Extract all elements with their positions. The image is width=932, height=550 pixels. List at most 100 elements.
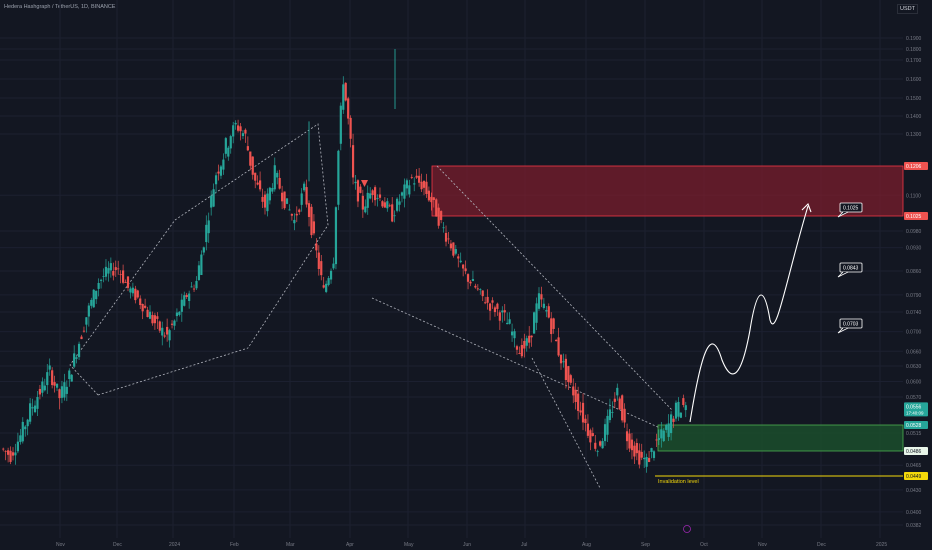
candle-body xyxy=(552,318,555,329)
candle-body xyxy=(447,238,450,240)
y-tick-label: 0.1900 xyxy=(906,36,922,42)
candle-body xyxy=(60,386,64,398)
candle-body xyxy=(136,290,139,298)
candle-body xyxy=(638,450,641,465)
candle-body xyxy=(628,433,631,449)
candle-body xyxy=(386,201,389,209)
y-tick-label: 0.0700 xyxy=(906,330,922,336)
candle-body xyxy=(48,365,51,370)
candle-body xyxy=(112,271,115,276)
x-tick-label: Nov xyxy=(758,542,767,548)
candle-body xyxy=(175,312,179,317)
candle-body xyxy=(381,201,384,207)
candle-body xyxy=(486,296,489,303)
candle-body xyxy=(652,451,656,458)
candle-body xyxy=(669,414,673,434)
down-arrow-marker xyxy=(361,180,368,187)
candle-body xyxy=(183,295,186,306)
y-tick-label: 0.0430 xyxy=(906,488,922,494)
candle-body xyxy=(437,207,440,226)
x-tick-label: Jun xyxy=(463,542,471,548)
candle-body xyxy=(493,307,497,313)
resistance-zone xyxy=(431,165,904,217)
candle-body xyxy=(46,372,49,386)
candle-body xyxy=(640,451,643,458)
y-tick-label: 0.0930 xyxy=(906,246,922,252)
candle-body xyxy=(239,126,242,132)
candle-body xyxy=(317,252,320,269)
candle-body xyxy=(337,150,340,205)
candle-body xyxy=(158,321,161,331)
current-price-tag xyxy=(904,402,928,417)
candle-body xyxy=(647,457,651,463)
candle-body xyxy=(542,303,545,308)
candle-body xyxy=(650,448,653,452)
candle-body xyxy=(185,294,188,298)
projection-curve xyxy=(689,205,809,423)
x-tick-label: Sep xyxy=(641,542,650,548)
candle-body xyxy=(276,172,279,178)
candle-body xyxy=(530,335,533,338)
candle-body xyxy=(388,205,391,207)
y-tick-label: 0.0465 xyxy=(906,463,922,469)
y-tick-label: 0.1300 xyxy=(906,132,922,138)
candle-body xyxy=(31,407,34,409)
candle-body xyxy=(121,270,125,283)
candle-body xyxy=(68,370,71,380)
candle-body xyxy=(359,186,362,193)
candle-body xyxy=(665,424,668,430)
candle-body xyxy=(202,247,205,253)
candle-body xyxy=(506,322,509,325)
currency-label[interactable]: USDT xyxy=(897,4,918,14)
candle-body xyxy=(126,276,130,288)
candle-body xyxy=(310,206,313,236)
support-top-tag-label: 0.0528 xyxy=(906,423,922,429)
candle-body xyxy=(657,438,660,440)
candle-body xyxy=(608,409,612,421)
candle-body xyxy=(207,220,210,234)
candle-body xyxy=(227,147,230,157)
candle-body xyxy=(684,405,687,411)
x-tick-label: Apr xyxy=(346,542,354,548)
candle-body xyxy=(224,138,227,154)
candle-body xyxy=(293,219,296,224)
candle-body xyxy=(268,187,271,201)
candle-body xyxy=(153,315,157,324)
candle-body xyxy=(283,191,286,209)
candle-body xyxy=(4,450,7,452)
candle-body xyxy=(491,300,494,303)
candle-body xyxy=(510,331,514,336)
y-tick-label: 0.1600 xyxy=(906,77,922,83)
candle-body xyxy=(616,387,619,396)
candle-body xyxy=(156,316,159,319)
y-tick-label: 0.1500 xyxy=(906,96,922,102)
candle-body xyxy=(347,98,350,119)
candle-body xyxy=(523,341,526,349)
candle-body xyxy=(488,303,492,311)
candle-body xyxy=(430,196,433,203)
candle-body xyxy=(290,214,294,216)
candle-body xyxy=(75,357,78,359)
candle-body xyxy=(29,403,32,422)
candle-body xyxy=(24,426,27,430)
candle-body xyxy=(124,282,127,283)
candle-body xyxy=(312,221,316,234)
candle-body xyxy=(141,303,144,312)
candle-body xyxy=(364,206,367,213)
candle-body xyxy=(625,431,629,442)
current-price-countdown: 17:40:09 xyxy=(906,410,924,415)
candle-body xyxy=(471,278,475,282)
candle-body xyxy=(166,326,169,335)
candle-body xyxy=(320,261,323,276)
candle-body xyxy=(263,194,267,208)
support-bottom-tag-label: 0.0486 xyxy=(906,449,922,455)
candle-body xyxy=(674,402,678,419)
candle-body xyxy=(254,172,257,181)
candle-body xyxy=(464,268,467,272)
candle-body xyxy=(244,129,247,134)
trendline-wedge-lower xyxy=(531,357,601,489)
invalidation-tag-label: 0.0449 xyxy=(906,474,922,480)
candle-body xyxy=(236,125,240,131)
y-tick-label: 0.0400 xyxy=(906,510,922,516)
